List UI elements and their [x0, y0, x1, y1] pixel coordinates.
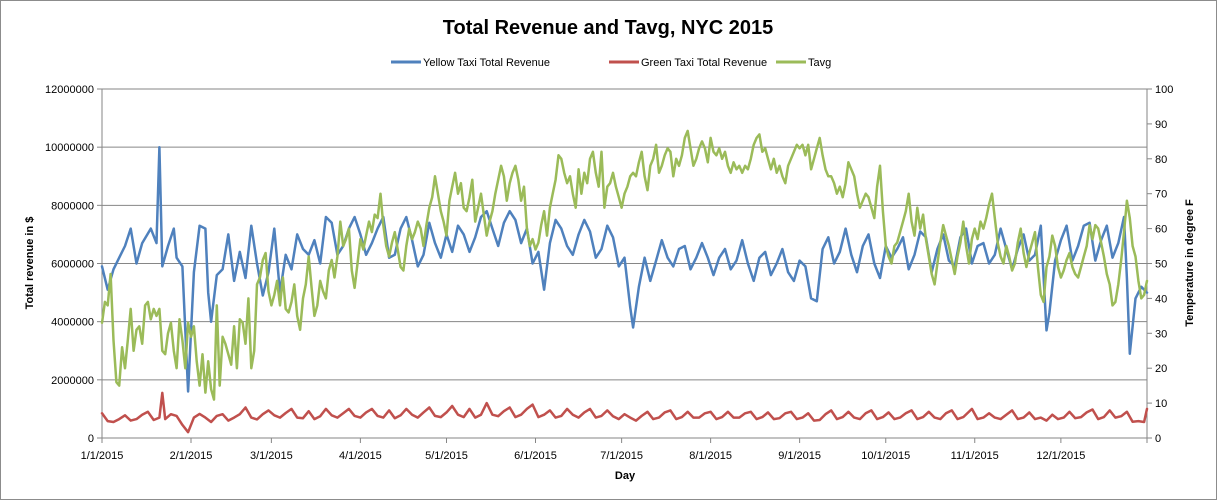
x-tick-label: 9/1/2015 — [778, 450, 821, 462]
y-right-tick-label: 100 — [1155, 84, 1173, 96]
series-lines — [100, 129, 1149, 434]
x-axis: 1/1/2015 2/1/2015 3/1/2015 4/1/2015 5/1/2015… — [81, 437, 1148, 462]
y-right-tick-label: 20 — [1155, 363, 1167, 375]
x-tick-label: 12/1/2015 — [1036, 450, 1085, 462]
x-tick-label: 6/1/2015 — [514, 450, 557, 462]
y-left-tick-label: 8000000 — [51, 200, 94, 212]
y-right-axis: 0 10 20 30 40 50 60 70 80 90 100 — [1146, 84, 1173, 445]
x-tick-label: 7/1/2015 — [600, 450, 643, 462]
y-right-tick-label: 0 — [1155, 433, 1161, 445]
x-tick-label: 8/1/2015 — [689, 450, 732, 462]
y-left-tick-label: 12000000 — [45, 84, 94, 96]
series-line-yellow-taxi-total-revenue — [100, 145, 1149, 393]
chart-title: Total Revenue and Tavg, NYC 2015 — [443, 17, 773, 39]
series-line-green-taxi-total-revenue — [100, 391, 1149, 434]
y-right-tick-label: 60 — [1155, 224, 1167, 236]
x-tick-label: 2/1/2015 — [170, 450, 213, 462]
y-left-tick-label: 6000000 — [51, 259, 94, 271]
legend: Yellow Taxi Total Revenue Green Taxi Tota… — [391, 57, 831, 69]
y-left-tick-label: 0 — [88, 433, 94, 445]
legend-label: Tavg — [808, 57, 831, 69]
y-right-tick-label: 30 — [1155, 328, 1167, 340]
series-line-tavg — [100, 129, 1149, 401]
y-right-tick-label: 50 — [1155, 259, 1167, 271]
y-left-tick-label: 10000000 — [45, 142, 94, 154]
y-right-tick-label: 10 — [1155, 398, 1167, 410]
y-right-tick-label: 40 — [1155, 293, 1167, 305]
y-left-axis-title: Total revenue in $ — [24, 217, 36, 310]
legend-label: Yellow Taxi Total Revenue — [423, 57, 550, 69]
x-tick-label: 5/1/2015 — [425, 450, 468, 462]
y-right-tick-label: 80 — [1155, 154, 1167, 166]
y-left-axis: 0 2000000 4000000 6000000 8000000 10000000 120… — [45, 84, 103, 445]
y-left-tick-label: 2000000 — [51, 375, 94, 387]
y-right-tick-label: 70 — [1155, 189, 1167, 201]
y-left-tick-label: 4000000 — [51, 317, 94, 329]
x-tick-label: 1/1/2015 — [81, 450, 124, 462]
x-tick-label: 4/1/2015 — [339, 450, 382, 462]
x-tick-label: 3/1/2015 — [250, 450, 293, 462]
x-tick-label: 11/1/2015 — [951, 450, 999, 462]
y-right-axis-title: Temperature in degree F — [1184, 199, 1196, 327]
legend-label: Green Taxi Total Revenue — [641, 57, 767, 69]
x-tick-label: 10/1/2015 — [861, 450, 910, 462]
y-right-tick-label: 90 — [1155, 119, 1167, 131]
x-axis-title: Day — [615, 470, 636, 482]
